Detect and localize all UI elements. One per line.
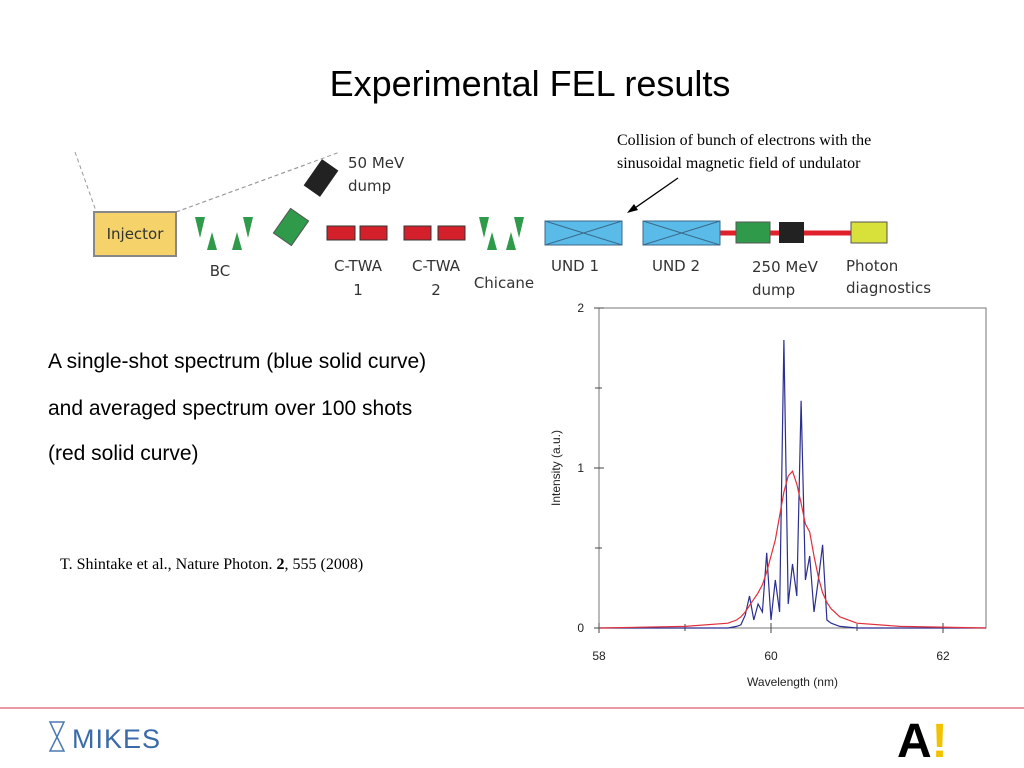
spectrum-chart: 0 1 2 58 60 62 Wavelength (nm) Intensity (a.u.) bbox=[549, 301, 987, 689]
y-tick-label: 1 bbox=[577, 461, 584, 475]
chicane-magnets bbox=[479, 217, 524, 250]
description: (red solid curve) bbox=[48, 442, 199, 465]
annotation: Collision of bunch of electrons with the bbox=[617, 132, 871, 149]
dump-box bbox=[303, 159, 339, 197]
component-label: Chicane bbox=[474, 274, 534, 292]
spectrum-line bbox=[599, 339, 986, 629]
component-label: dump bbox=[752, 281, 795, 299]
dump-box bbox=[779, 222, 804, 243]
bc-magnets bbox=[195, 217, 253, 250]
reference: T. Shintake et al., Nature Photon. 2, 55… bbox=[60, 556, 363, 573]
component-label: UND 1 bbox=[551, 257, 599, 275]
dashed-line bbox=[74, 151, 97, 212]
component-label: Injector bbox=[107, 225, 165, 243]
component-label: dump bbox=[348, 177, 391, 195]
logo-text: MIKES bbox=[72, 724, 161, 754]
description: and averaged spectrum over 100 shots bbox=[48, 397, 412, 420]
arrow-head bbox=[627, 204, 638, 213]
dashed-line bbox=[175, 151, 341, 213]
reference-volume: 2 bbox=[277, 556, 285, 573]
undulator-cross bbox=[544, 220, 623, 246]
component-label: 250 MeV bbox=[752, 258, 819, 276]
dump-box bbox=[272, 207, 310, 247]
aalto-logo: A! bbox=[897, 715, 948, 768]
dashed-line bbox=[175, 164, 306, 213]
component-label: C-TWA bbox=[412, 257, 461, 275]
x-axis-label: Wavelength (nm) bbox=[747, 675, 838, 689]
component-label: Photon bbox=[846, 257, 898, 275]
component-label: diagnostics bbox=[846, 279, 931, 297]
x-tick-label: 58 bbox=[592, 649, 606, 663]
description: A single-shot spectrum (blue solid curve… bbox=[48, 350, 426, 373]
logo-mark: ! bbox=[932, 715, 948, 768]
logo-letter: A bbox=[897, 715, 932, 768]
plot-frame bbox=[598, 307, 987, 629]
component-label: BC bbox=[210, 262, 231, 280]
y-tick-label: 0 bbox=[577, 621, 584, 635]
mikes-logo: MIKES bbox=[48, 721, 161, 754]
dump-box bbox=[735, 221, 771, 244]
x-tick-label: 60 bbox=[764, 649, 778, 663]
annotation: sinusoidal magnetic field of undulator bbox=[617, 155, 861, 172]
component-label: 1 bbox=[353, 281, 363, 299]
component-label: 50 MeV bbox=[348, 154, 405, 172]
reference-pages: , 555 (2008) bbox=[285, 556, 364, 573]
x-tick-label: 62 bbox=[936, 649, 950, 663]
slide-title: Experimental FEL results bbox=[330, 63, 731, 104]
undulator-cross bbox=[642, 220, 721, 246]
injector-box bbox=[93, 211, 177, 257]
beamline-diagram: Injector BC 50 MeV dump C-TWA 1 C-TWA 2 … bbox=[74, 151, 931, 299]
arrow bbox=[631, 177, 679, 211]
spectrum-line bbox=[598, 470, 987, 629]
component-label: UND 2 bbox=[652, 257, 700, 275]
y-axis-label: Intensity (a.u.) bbox=[549, 430, 563, 506]
diagnostics-box bbox=[850, 221, 888, 244]
component-label: C-TWA bbox=[334, 257, 383, 275]
reference-authors: T. Shintake et al., Nature Photon. bbox=[60, 556, 277, 573]
component-label: 2 bbox=[431, 281, 441, 299]
y-tick-label: 2 bbox=[577, 301, 584, 315]
accelerator-sections bbox=[326, 225, 466, 241]
